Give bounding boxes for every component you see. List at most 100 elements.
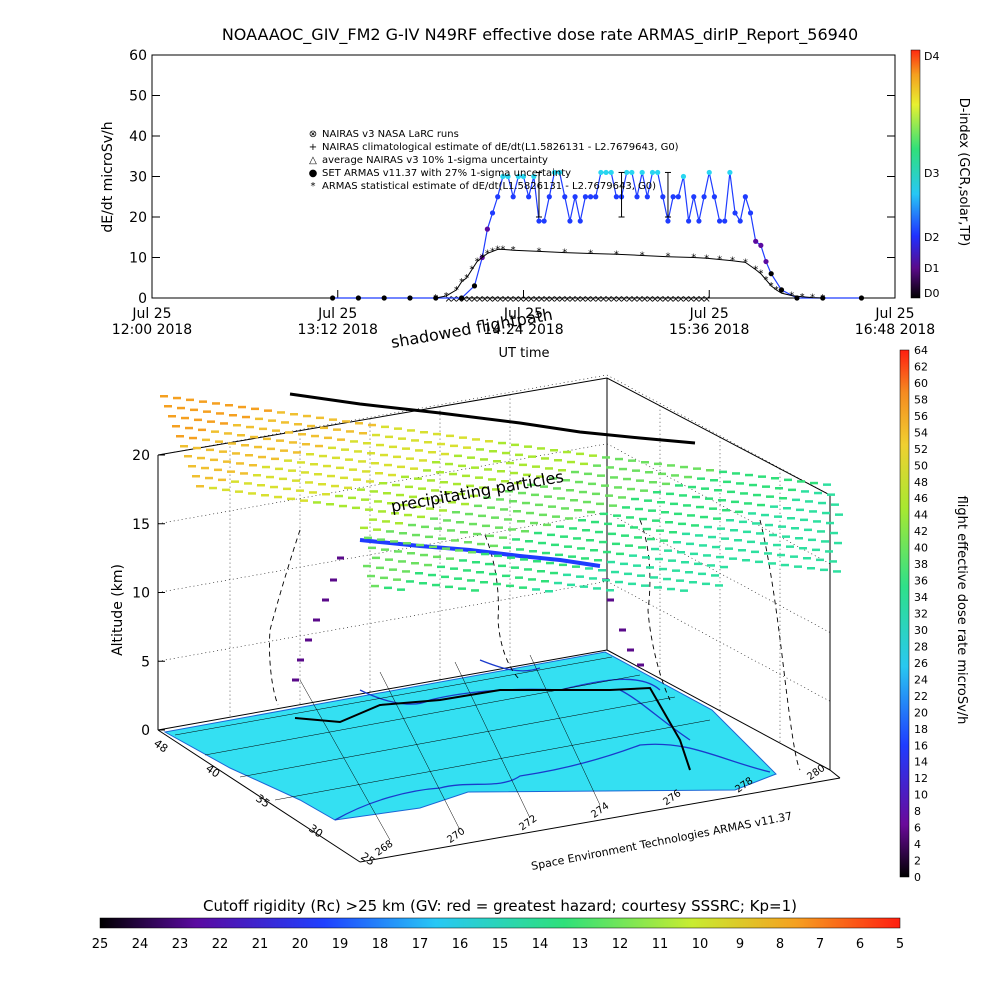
- particle-mark: [797, 480, 805, 483]
- dose-tick-label: 58: [914, 393, 928, 406]
- particle-mark: [249, 464, 257, 467]
- top-x-tick-time: 15:36 2018: [669, 322, 749, 338]
- particle-mark: [666, 492, 674, 496]
- zero-baseline-marker: ×: [697, 294, 705, 305]
- altitude-axis-label: Altitude (km): [110, 564, 126, 656]
- perspective-panel: shadowed flightpath precipitating partic…: [110, 305, 843, 873]
- zero-baseline-marker: ×: [573, 294, 581, 305]
- particle-mark: [387, 502, 395, 505]
- particle-mark: [262, 465, 270, 469]
- set-armas-point: [536, 218, 542, 224]
- ascent-marker: [337, 556, 344, 560]
- particle-mark: [731, 500, 739, 504]
- particle-mark: [368, 423, 376, 427]
- particle-mark: [409, 495, 417, 499]
- legend-symbol: △: [309, 155, 317, 166]
- particle-mark: [702, 582, 710, 586]
- set-armas-point: [329, 295, 336, 301]
- particle-mark: [582, 529, 590, 532]
- set-armas-point: [510, 194, 516, 200]
- particle-mark: [559, 563, 567, 567]
- set-armas-point: [696, 218, 702, 224]
- particle-mark: [296, 489, 304, 492]
- particle-mark: [575, 480, 583, 484]
- armas-stat-point: *: [454, 285, 459, 296]
- particle-mark: [452, 511, 460, 514]
- top-x-tick-day: Jul 25: [503, 306, 543, 322]
- particle-mark: [680, 465, 688, 469]
- zero-baseline-marker: ×: [486, 294, 494, 305]
- ascent-marker: [297, 658, 304, 662]
- particle-mark: [176, 435, 184, 438]
- set-armas-point: [706, 169, 712, 176]
- armas-stat-point: *: [753, 265, 758, 276]
- cutoff-rigidity-gradient: [99, 917, 901, 929]
- dindex-colorbar-gradient: [910, 49, 921, 299]
- particle-mark: [225, 404, 233, 407]
- particle-mark: [407, 429, 415, 432]
- armas-stat-point: *: [490, 246, 495, 257]
- particle-mark: [416, 543, 424, 547]
- particle-mark: [398, 560, 406, 563]
- particle-mark: [781, 563, 789, 567]
- particle-mark: [792, 498, 800, 502]
- set-armas-point: [639, 169, 645, 176]
- zero-baseline-marker: ×: [568, 294, 576, 305]
- particle-mark: [228, 442, 236, 445]
- particle-mark: [305, 481, 313, 484]
- particle-mark: [818, 501, 826, 505]
- zero-baseline-marker: ×: [553, 294, 561, 305]
- particle-mark: [281, 421, 289, 424]
- particle-mark: [380, 453, 388, 457]
- particle-mark: [258, 455, 266, 459]
- dose-tick-label: 62: [914, 360, 928, 373]
- longitude-tick-label: 268: [373, 838, 395, 858]
- set-armas-point: [355, 295, 361, 301]
- particle-mark: [717, 527, 725, 530]
- particle-mark: [646, 566, 654, 569]
- particle-mark: [618, 496, 626, 499]
- particle-mark: [594, 559, 602, 562]
- particle-mark: [496, 498, 504, 501]
- zero-baseline-marker: ×: [579, 294, 587, 305]
- particle-mark: [613, 514, 621, 517]
- particle-mark: [229, 414, 237, 417]
- dose-tick-label: 46: [914, 492, 928, 505]
- particle-mark: [437, 442, 445, 446]
- particle-mark: [684, 475, 692, 479]
- particle-mark: [357, 488, 365, 491]
- cutoff-rigidity-tick: 10: [692, 937, 709, 952]
- set-armas-point: [572, 194, 578, 200]
- zero-baseline-marker: ×: [548, 294, 556, 305]
- zero-baseline-marker: ×: [677, 294, 685, 305]
- particle-mark: [201, 466, 209, 470]
- particle-mark: [726, 519, 734, 522]
- top-y-tick-label: 40: [129, 129, 147, 145]
- particle-mark: [795, 537, 803, 540]
- particle-mark: [349, 468, 357, 471]
- set-armas-point: [515, 173, 521, 180]
- zero-baseline-marker: ×: [558, 294, 566, 305]
- particle-mark: [509, 500, 517, 503]
- dose-tick-label: 30: [914, 624, 928, 637]
- particle-mark: [707, 564, 715, 567]
- armas-stat-point: *: [691, 253, 696, 264]
- particle-mark: [467, 579, 475, 582]
- particle-mark: [333, 428, 341, 431]
- ground-flight-track: [294, 686, 691, 771]
- particle-mark: [227, 470, 235, 473]
- particle-mark: [813, 520, 821, 523]
- set-armas-point: [701, 194, 707, 200]
- particle-mark: [463, 446, 471, 449]
- particle-mark: [257, 484, 265, 487]
- particle-mark: [825, 550, 833, 553]
- particle-mark: [812, 548, 820, 552]
- particle-mark: [570, 499, 578, 502]
- altitude-tick-label: 20: [132, 448, 150, 464]
- particle-mark: [237, 434, 245, 437]
- armas-stat-point: *: [511, 245, 516, 256]
- particle-mark: [736, 482, 744, 485]
- particle-mark: [573, 537, 581, 540]
- particle-mark: [714, 489, 722, 492]
